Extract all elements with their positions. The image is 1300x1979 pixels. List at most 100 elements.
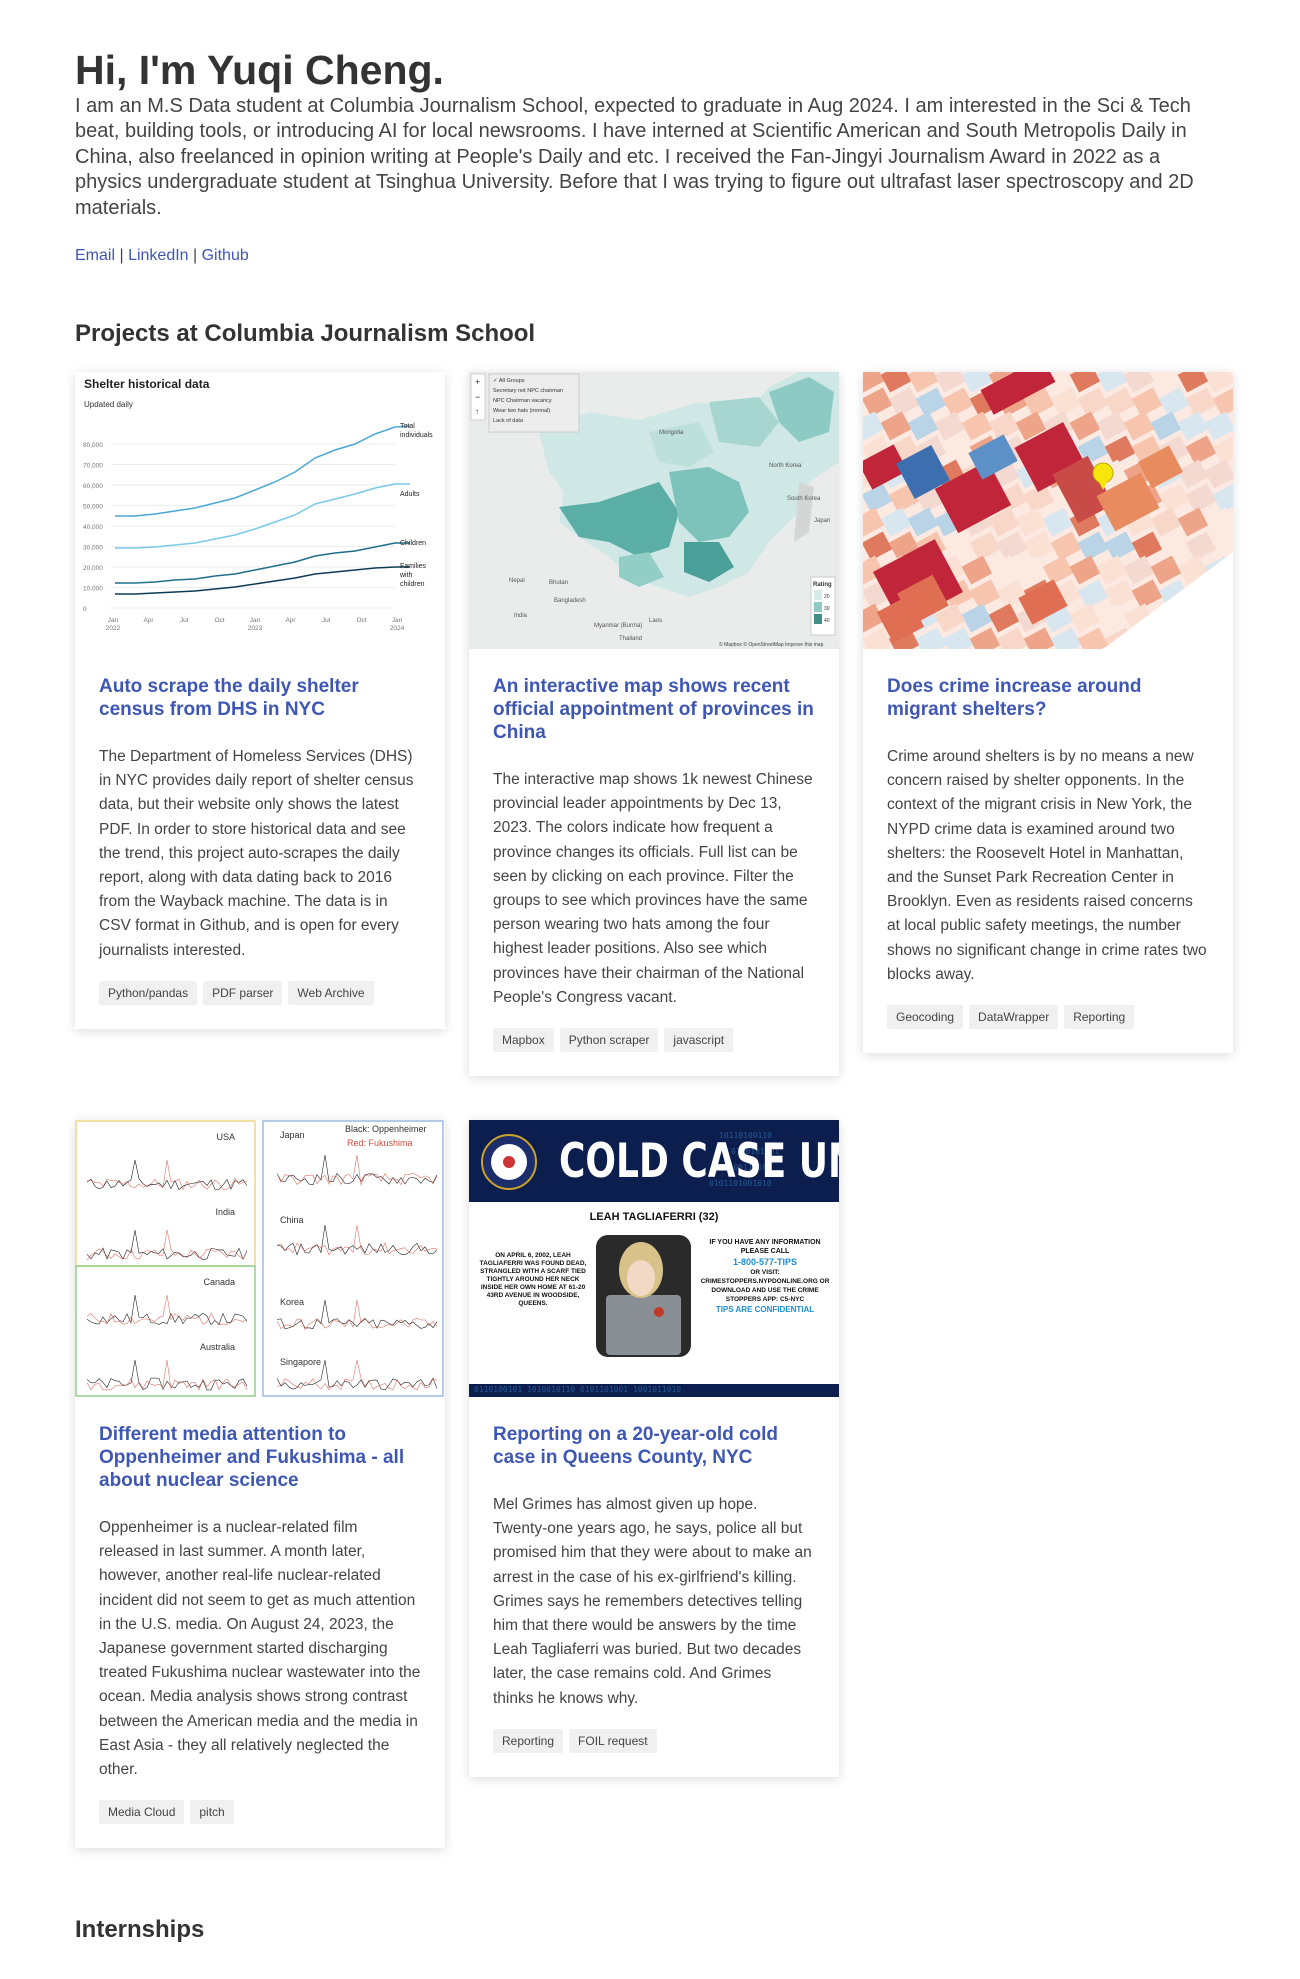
crime-tile (1177, 372, 1209, 393)
cold-case-banner: COLD CASE UNIT (559, 1133, 839, 1188)
crime-tile (1204, 372, 1233, 393)
tip-confidential: TIPS ARE CONFIDENTIAL (715, 1305, 815, 1314)
crime-tile (1104, 435, 1136, 465)
crime-hotspot (1096, 472, 1160, 532)
tag: Reporting (1064, 1005, 1135, 1030)
cold-case-thumbnail[interactable]: 10110100110 0110101001 1010011010 010110… (469, 1120, 839, 1397)
media-panel-label: USA (216, 1132, 235, 1142)
map-place-label: North Korea (769, 463, 802, 469)
x-tick-label: Jan 2024 (390, 617, 405, 632)
crime-tile (1042, 555, 1074, 585)
svg-text:0110100101 1010010110 01011010: 0110100101 1010010110 0101101001 1001011… (474, 1385, 681, 1394)
crime-tile (1069, 603, 1101, 633)
card-title[interactable]: Does crime increase around migrant shelt… (887, 676, 1142, 720)
crime-tile (969, 579, 1001, 609)
svg-text:0110101001: 0110101001 (731, 1147, 779, 1156)
card-title[interactable]: An interactive map shows recent official… (493, 676, 814, 743)
crime-tile (1212, 387, 1233, 417)
x-tick-label: Oct (214, 617, 224, 624)
media-panel-label: Singapore (280, 1357, 321, 1367)
card-description: Oppenheimer is a nuclear-related film re… (99, 1519, 421, 1779)
china-map-thumbnail[interactable]: + − ↑ ✓ All Groups Secretary not NPC cha… (469, 372, 839, 649)
crime-tile (863, 372, 885, 393)
github-link[interactable]: Github (201, 247, 249, 265)
victim-name: LEAH TAGLIAFERRI (32) (590, 1211, 719, 1223)
tag: Python scraper (559, 1028, 659, 1053)
series-label-adults: Adults (400, 491, 420, 498)
email-link[interactable]: Email (75, 247, 116, 265)
crime-tile (1177, 507, 1209, 537)
crime-map-thumbnail[interactable] (863, 372, 1233, 649)
crime-tile (1023, 483, 1055, 513)
project-card-media-attention[interactable]: USA India Canada Australia Japan China Korea Si… (75, 1120, 445, 1849)
tag: pitch (190, 1800, 234, 1825)
x-tick-label: Jan 2023 (248, 617, 263, 632)
contact-links: Email | LinkedIn | Github (75, 247, 1225, 265)
media-attention-thumbnail[interactable]: USA India Canada Australia Japan China Korea Si… (75, 1120, 445, 1397)
map-place-label: Myanmar (Burma) (594, 623, 642, 629)
tag: Reporting (493, 1728, 564, 1753)
crime-tile (1069, 555, 1101, 585)
svg-text:40: 40 (824, 618, 830, 624)
card-title[interactable]: Reporting on a 20-year-old cold case in … (493, 1424, 779, 1468)
map-place-label: Laos (649, 618, 662, 624)
project-card-cold-case[interactable]: 10110100110 0110101001 1010011010 010110… (469, 1120, 839, 1777)
card-description: Crime around shelters is by no means a n… (887, 748, 1207, 983)
shelter-chart-thumbnail[interactable]: Shelter historical data Updated daily 80… (75, 372, 445, 649)
series-label-children: Children (400, 540, 426, 547)
crime-tile (1158, 531, 1190, 561)
crime-tile (1096, 555, 1128, 585)
series-line-total (115, 425, 411, 517)
crime-tile (1104, 387, 1136, 417)
crime-tile (1177, 459, 1209, 489)
crime-tile (915, 387, 947, 417)
crime-tile (1204, 411, 1233, 441)
crime-tile (1104, 579, 1136, 609)
card-description: Mel Grimes has almost given up hope. Twe… (493, 1496, 812, 1707)
crime-tile (863, 627, 893, 649)
crime-tile (969, 531, 1001, 561)
crime-hotspot (1138, 445, 1183, 489)
crime-hotspot (895, 444, 951, 500)
crime-tile (1131, 579, 1163, 609)
map-place-label: India (514, 613, 528, 619)
x-tick-label: Apr (143, 617, 154, 624)
crime-tile (1150, 372, 1182, 393)
media-series-line (86, 1359, 248, 1391)
tag: javascript (664, 1028, 734, 1053)
linkedin-link[interactable]: LinkedIn (128, 247, 189, 265)
svg-text:+: + (475, 377, 480, 387)
crime-tile (907, 411, 939, 441)
media-series-line (86, 1294, 248, 1326)
page-title: Hi, I'm Yuqi Cheng. (75, 47, 444, 93)
svg-text:0101101001010: 0101101001010 (709, 1179, 772, 1188)
project-card-shelter[interactable]: Shelter historical data Updated daily 80… (75, 372, 445, 1029)
tag: Python/pandas (99, 980, 198, 1005)
media-series-line (276, 1154, 438, 1186)
thumb-chart-subtitle: Updated daily (84, 400, 133, 409)
y-tick-label: 40,000 (83, 524, 103, 531)
media-panel-label: Canada (203, 1277, 235, 1287)
project-card-china-map[interactable]: + − ↑ ✓ All Groups Secretary not NPC cha… (469, 372, 839, 1077)
card-title[interactable]: Different media attention to Oppenheimer… (99, 1424, 405, 1491)
crime-tile (996, 579, 1028, 609)
crime-hotspot (876, 595, 925, 644)
crime-tile (1212, 435, 1233, 465)
map-place-label: Bangladesh (554, 598, 586, 604)
crime-tile (1150, 507, 1182, 537)
y-tick-label: 50,000 (83, 504, 103, 511)
crime-tile (1042, 372, 1074, 393)
crime-tile (988, 555, 1020, 585)
map-place-label: Thailand (619, 636, 642, 642)
crime-tile (1023, 387, 1055, 417)
y-tick-label: 60,000 (83, 483, 103, 490)
crime-tile (1069, 372, 1101, 393)
card-title[interactable]: Auto scrape the daily shelter census fro… (99, 676, 359, 720)
series-label-total: Total individuals (400, 423, 433, 439)
tip-visit: OR VISIT: CRIMESTOPPERS.NYPDONLINE.ORG O… (700, 1269, 830, 1303)
link-separator: | (188, 247, 202, 265)
media-series-line (86, 1359, 248, 1391)
crime-tile (1015, 411, 1047, 441)
project-card-crime-shelters[interactable]: Does crime increase around migrant shelt… (863, 372, 1233, 1054)
crime-tile (1015, 507, 1047, 537)
